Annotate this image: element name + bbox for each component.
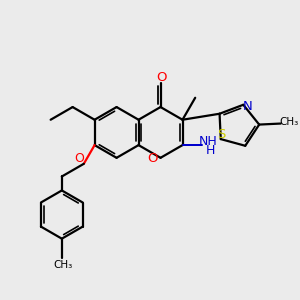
Text: N: N: [242, 100, 252, 113]
Text: S: S: [218, 128, 226, 141]
Text: NH: NH: [199, 135, 218, 148]
Text: O: O: [148, 152, 158, 165]
Text: O: O: [156, 70, 167, 84]
Text: CH₃: CH₃: [53, 260, 72, 269]
Text: CH₃: CH₃: [279, 117, 298, 127]
Text: H: H: [206, 143, 215, 157]
Text: O: O: [74, 152, 84, 165]
